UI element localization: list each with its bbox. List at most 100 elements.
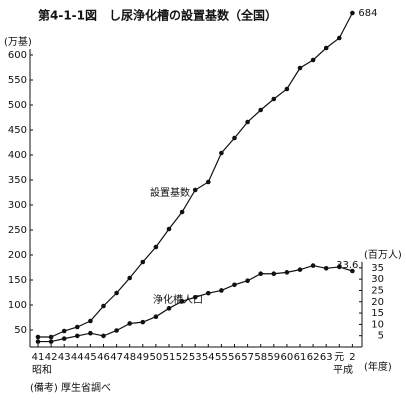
data-point xyxy=(337,35,342,41)
y-tick-label: 100 xyxy=(8,300,27,311)
y2-tick-label: 5 xyxy=(378,331,384,342)
x-tick-label: 41 xyxy=(32,352,45,363)
y-tick-label: 350 xyxy=(8,175,27,186)
data-point xyxy=(35,339,41,344)
y-tick-label: 450 xyxy=(8,125,27,136)
data-point xyxy=(61,336,67,341)
data-point xyxy=(88,318,93,324)
x-tick-label: 42 xyxy=(45,352,58,363)
x-tick-label: 59 xyxy=(267,352,280,363)
data-point xyxy=(140,259,146,265)
data-point xyxy=(350,268,355,274)
data-point xyxy=(153,244,159,250)
data-point xyxy=(232,282,237,288)
y-tick-label: 200 xyxy=(8,250,27,261)
y2-tick-label: 20 xyxy=(371,297,384,308)
data-point xyxy=(284,270,290,275)
y-tick-label: 250 xyxy=(8,225,27,236)
x-tick-label: 56 xyxy=(228,352,241,363)
x-tick-label: 55 xyxy=(215,352,228,363)
data-point xyxy=(153,314,159,319)
x-tick-label: 45 xyxy=(84,352,97,363)
y-tick-label: 150 xyxy=(8,275,27,286)
data-point xyxy=(271,271,277,277)
data-point xyxy=(127,275,132,281)
x-tick-label: 49 xyxy=(136,352,149,363)
data-point xyxy=(310,263,316,268)
x-tick-label: 2 xyxy=(349,352,355,363)
data-point xyxy=(350,10,355,16)
series-label: 設置基数 xyxy=(150,186,190,199)
data-point xyxy=(75,324,80,330)
x-tick-label: 51 xyxy=(163,352,176,363)
data-point xyxy=(258,271,264,277)
y2-tick-label: 15 xyxy=(371,308,384,319)
x-tick-label: 元 xyxy=(334,352,344,363)
era-label: 昭和 xyxy=(32,364,52,376)
note: (備考) 厚生省調べ xyxy=(30,381,111,394)
x-tick-label: 61 xyxy=(294,352,307,363)
data-point xyxy=(35,334,41,340)
chart-title: 第4-1-1図 し尿浄化槽の設置基数（全国） xyxy=(38,8,277,23)
x-tick-label: 50 xyxy=(150,352,163,363)
data-label: 33.6 xyxy=(336,260,358,271)
data-point xyxy=(166,226,172,232)
data-point xyxy=(179,299,185,304)
x-tick-label: 63 xyxy=(320,352,333,363)
y-tick-label: 550 xyxy=(8,75,27,86)
x-tick-label: 62 xyxy=(307,352,320,363)
data-point xyxy=(219,288,224,293)
data-point xyxy=(101,333,106,339)
data-point xyxy=(48,339,54,344)
series-line xyxy=(38,12,353,338)
data-point xyxy=(166,306,172,311)
data-label: 684 xyxy=(358,8,377,19)
data-point xyxy=(271,96,277,102)
x-tick-label: 48 xyxy=(123,352,136,363)
y-tick-label: 600 xyxy=(8,50,27,61)
data-point xyxy=(48,334,54,340)
data-point xyxy=(297,65,303,71)
x-tick-label: 43 xyxy=(58,352,71,363)
x-tick-label: 57 xyxy=(241,352,254,363)
data-point xyxy=(75,333,80,339)
data-point xyxy=(232,135,237,141)
x-tick-label: 46 xyxy=(97,352,110,363)
data-point xyxy=(88,330,93,336)
y2-tick-label: 30 xyxy=(371,274,384,285)
x-tick-label: 60 xyxy=(281,352,294,363)
data-point xyxy=(297,267,303,272)
data-point xyxy=(323,265,329,271)
data-point xyxy=(219,150,224,156)
y-tick-label: 50 xyxy=(14,325,27,336)
data-point xyxy=(284,86,290,92)
data-point xyxy=(127,321,132,326)
y-tick-label: 300 xyxy=(8,200,27,211)
data-point xyxy=(258,107,264,113)
data-point xyxy=(114,290,119,296)
x-tick-label: 44 xyxy=(71,352,84,363)
data-point xyxy=(323,45,329,51)
y-tick-label: 400 xyxy=(8,150,27,161)
y2-tick-label: 25 xyxy=(371,285,384,296)
data-point xyxy=(310,57,316,63)
y2-tick-label: 10 xyxy=(371,319,384,330)
x-tick-label: 52 xyxy=(176,352,189,363)
data-point xyxy=(206,179,211,185)
x-tick-label: 58 xyxy=(254,352,267,363)
y-axis-label: (万基) xyxy=(4,35,32,48)
series-label: 浄化槽人口 xyxy=(153,293,203,306)
data-point xyxy=(337,264,342,270)
data-point xyxy=(61,328,67,334)
y-tick-label: 500 xyxy=(8,100,27,111)
x-axis-label: (年度) xyxy=(364,360,392,373)
data-point xyxy=(140,319,146,325)
x-tick-label: 47 xyxy=(110,352,123,363)
y2-axis-label: (百万人) xyxy=(364,249,402,261)
data-point xyxy=(245,119,250,125)
data-point xyxy=(179,209,185,215)
data-point xyxy=(114,328,119,333)
data-point xyxy=(101,303,106,309)
y2-tick-label: 35 xyxy=(371,263,384,274)
